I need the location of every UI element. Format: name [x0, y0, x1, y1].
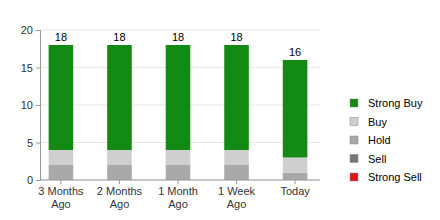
legend-item: Buy — [350, 116, 387, 128]
total-label: 16 — [289, 46, 301, 58]
x-tick: 1 WeekAgo — [218, 180, 256, 210]
x-tick: 3 MonthsAgo — [38, 180, 84, 210]
bar-segment — [224, 45, 249, 150]
y-tick: 10 — [21, 99, 40, 111]
x-tick-mark — [178, 180, 179, 184]
bar-segment — [224, 165, 249, 180]
grid-line — [40, 180, 320, 181]
x-tick-label-line: Ago — [168, 198, 188, 210]
x-tick-label-line: Ago — [227, 198, 247, 210]
x-axis-line — [40, 180, 320, 181]
bar-segment — [224, 150, 249, 165]
total-label: 18 — [55, 31, 67, 43]
x-tick-label-line: Today — [280, 185, 310, 197]
x-tick: 2 MonthsAgo — [97, 180, 143, 210]
y-tick-label: 10 — [21, 99, 33, 111]
x-tick-label: 1 MonthAgo — [158, 185, 198, 210]
legend-item: Sell — [350, 153, 386, 165]
series-bars — [49, 165, 308, 180]
totals: 18 18 18 18 16 — [55, 31, 301, 58]
y-tick-mark — [36, 30, 40, 31]
y-tick-mark — [36, 105, 40, 106]
bar-segment — [283, 60, 308, 158]
series-bars — [49, 150, 308, 173]
y-tick-mark — [36, 143, 40, 144]
y-tick-mark — [36, 68, 40, 69]
y-axis: 0 5 10 15 20 — [21, 24, 41, 186]
legend-label: Strong Buy — [368, 97, 423, 109]
x-tick-label: 1 WeekAgo — [218, 185, 256, 210]
y-tick: 20 — [21, 24, 40, 36]
x-tick-label-line: Ago — [51, 198, 71, 210]
x-tick: Today — [280, 180, 310, 197]
x-tick-label-line: 1 Month — [158, 185, 198, 197]
bar-segment — [49, 45, 74, 150]
x-tick-mark — [236, 180, 237, 184]
y-tick-label: 20 — [21, 24, 33, 36]
x-tick: 1 MonthAgo — [158, 180, 198, 210]
legend-item: Strong Buy — [350, 97, 423, 109]
bars — [49, 45, 308, 180]
y-tick-label: 5 — [27, 137, 33, 149]
x-tick-label: 3 MonthsAgo — [38, 185, 84, 210]
y-tick-mark — [36, 180, 40, 181]
grid — [40, 30, 320, 180]
total-label: 18 — [230, 31, 242, 43]
x-tick-label-line: Ago — [110, 198, 130, 210]
y-axis-line — [36, 31, 41, 181]
legend-swatch — [350, 99, 358, 107]
x-tick-mark — [60, 180, 61, 184]
legend-swatch — [350, 173, 358, 181]
legend-label: Strong Sell — [368, 171, 422, 183]
legend-swatch — [350, 118, 358, 126]
bar-segment — [49, 150, 74, 165]
x-tick-label-line: 1 Week — [218, 185, 256, 197]
bar-segment — [107, 150, 132, 165]
y-tick-label: 15 — [21, 62, 33, 74]
x-tick-label-line: 2 Months — [97, 185, 143, 197]
x-tick-mark — [295, 180, 296, 184]
total-label: 18 — [172, 31, 184, 43]
x-tick-label: Today — [280, 185, 310, 197]
x-tick-label: 2 MonthsAgo — [97, 185, 143, 210]
x-axis: 3 MonthsAgo2 MonthsAgo1 MonthAgo1 WeekAg… — [38, 180, 320, 210]
y-tick-label: 0 — [27, 174, 33, 186]
legend-label: Sell — [368, 153, 386, 165]
bar-segment — [166, 45, 191, 150]
legend-item: Hold — [350, 134, 391, 146]
bar-segment — [283, 173, 308, 181]
bar-segment — [49, 165, 74, 180]
legend-label: Buy — [368, 116, 387, 128]
legend-label: Hold — [368, 134, 391, 146]
chart: 051015203 MonthsAgo2 MonthsAgo1 MonthAgo… — [0, 0, 440, 220]
bar-segment — [283, 158, 308, 173]
y-tick: 5 — [27, 137, 40, 149]
legend-item: Strong Sell — [350, 171, 422, 183]
chart-container: 051015203 MonthsAgo2 MonthsAgo1 MonthAgo… — [0, 0, 440, 220]
x-tick-mark — [119, 180, 120, 184]
bar-segment — [107, 165, 132, 180]
y-tick: 15 — [21, 62, 40, 74]
bar-segment — [166, 165, 191, 180]
total-label: 18 — [113, 31, 125, 43]
legend-swatch — [350, 155, 358, 163]
legend-swatch — [350, 136, 358, 144]
series-bars — [49, 45, 308, 158]
bar-segment — [166, 150, 191, 165]
x-tick-label-line: 3 Months — [38, 185, 84, 197]
bar-segment — [107, 45, 132, 150]
legend: Strong Buy Buy Hold Sell Strong Sell — [350, 97, 423, 183]
